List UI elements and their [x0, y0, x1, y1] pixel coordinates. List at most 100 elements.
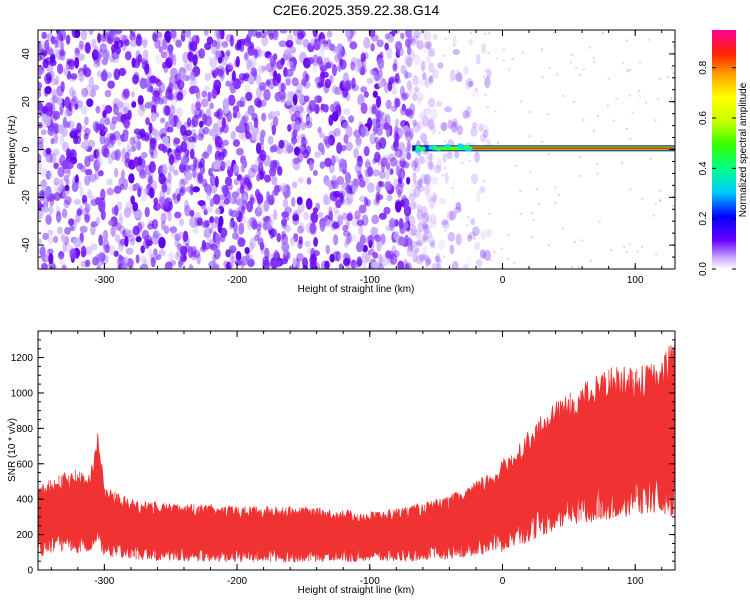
spectrogram-cell: [433, 164, 442, 174]
spectrogram-cell: [343, 257, 351, 267]
spectrogram-cell: [44, 56, 52, 65]
spectrogram-cell: [88, 30, 94, 36]
spectrogram-cell: [281, 139, 289, 148]
spectrogram-cell: [379, 170, 386, 180]
spectrogram-cell: [101, 254, 109, 265]
spectrogram-cell: [478, 123, 484, 133]
spectrogram-cell: [449, 210, 457, 221]
spectrogram-cell: [425, 173, 433, 184]
spectrogram-cell: [405, 35, 411, 45]
spectrogram-cell: [204, 206, 213, 213]
spectrogram-cell: [48, 204, 54, 215]
spectrogram-cell: [205, 192, 211, 201]
spectrogram-cell: [423, 224, 430, 235]
spectrogram-cell: [90, 38, 97, 49]
spectrogram-cell: [286, 68, 294, 77]
spectrogram-cell: [420, 60, 426, 72]
spectrogram-cell: [144, 206, 150, 218]
spectrogram-cell: [298, 107, 306, 116]
spectrogram-cell: [221, 40, 229, 48]
spectrogram-cell: [481, 43, 487, 54]
spectrogram-cell: [234, 111, 241, 119]
spectrogram-cell: [191, 102, 196, 115]
spectrogram-cell: [395, 183, 404, 196]
spectrogram-cell: [282, 198, 289, 208]
spectrogram-cell: [405, 213, 410, 223]
spectrogram-cell: [78, 102, 84, 110]
spectrogram-cell: [65, 34, 71, 45]
spectrogram-cell: [426, 182, 431, 193]
spectrogram-cell: [384, 169, 390, 181]
spectrogram-cell: [345, 79, 353, 91]
spectrogram-cell: [245, 131, 252, 140]
spectrogram-cell: [216, 65, 225, 76]
spectrogram-cell: [59, 103, 64, 116]
spectrogram-cell: [69, 86, 75, 97]
spectrogram-cell: [409, 49, 416, 61]
spectrogram-cell: [199, 157, 205, 168]
spectrogram-speckle: [473, 237, 476, 240]
spectrogram-cell: [224, 106, 229, 114]
spectrogram-cell: [146, 133, 152, 141]
spectrogram-cell: [226, 159, 232, 171]
spectrogram-cell: [53, 182, 60, 194]
spectrogram-cell: [449, 244, 455, 255]
spectrogram-cell: [244, 52, 249, 61]
spectrogram-cell: [41, 113, 48, 123]
spectrogram-cell: [338, 263, 344, 269]
spectrogram-cell: [38, 102, 44, 110]
spectrogram-cell: [175, 107, 183, 118]
spectrogram-cell: [456, 124, 463, 136]
spectrogram-cell: [470, 218, 476, 226]
spectrogram-speckle: [645, 101, 648, 104]
spectrogram-cell: [231, 70, 237, 82]
spectrogram-speckle: [561, 227, 564, 230]
spectrogram-cell: [292, 257, 297, 268]
spectrogram-cell: [232, 111, 237, 119]
spectrogram-cell: [380, 160, 386, 173]
spectrogram-cell: [300, 121, 306, 131]
spectrogram-speckle: [444, 229, 447, 232]
spectrogram-cell: [317, 51, 325, 63]
spectrogram-cell: [151, 179, 157, 192]
spectrogram-cell: [360, 52, 366, 62]
spectrogram-cell: [188, 164, 197, 172]
spectrogram-cell: [273, 258, 282, 268]
spectrogram-cell: [454, 150, 460, 159]
spectrogram-cell: [201, 90, 208, 98]
y-tick-label: 20: [21, 96, 32, 108]
spectrogram-cell: [51, 78, 58, 86]
spectrogram-cell: [404, 262, 413, 269]
spectrogram-cell: [312, 261, 317, 268]
y-tick-label: 800: [16, 424, 33, 435]
spectrogram-cell: [342, 230, 351, 237]
spectrogram-cell: [183, 164, 190, 172]
spectrogram-cell: [269, 67, 275, 76]
spectrogram-cell: [239, 176, 245, 187]
spectrogram-cell: [394, 72, 400, 83]
spectrogram-cell: [165, 88, 173, 100]
spectrogram-cell: [68, 218, 75, 226]
spectrogram-cell: [298, 114, 304, 124]
spectrogram-cell: [41, 262, 48, 269]
spectrogram-cell: [89, 89, 96, 98]
spectrogram-cell: [406, 246, 414, 258]
spectrogram-cell: [214, 38, 222, 50]
spectrogram-cell: [64, 226, 71, 235]
spectrogram-cell: [400, 171, 405, 181]
spectrogram-cell: [314, 151, 322, 158]
spectrogram-speckle: [470, 31, 473, 34]
spectrogram-cell: [147, 248, 153, 257]
spectrogram-cell: [96, 56, 101, 67]
spectrogram-cell: [337, 214, 344, 227]
spectrogram-cell: [141, 37, 149, 46]
spectrogram-cell: [176, 154, 182, 161]
spectrogram-cell: [394, 201, 402, 213]
spectrogram-cell: [407, 228, 416, 237]
spectrogram-cell: [99, 43, 108, 53]
spectrogram-cell: [41, 105, 48, 114]
spectrogram-speckle: [638, 94, 641, 97]
spectrogram-cell: [220, 69, 225, 79]
